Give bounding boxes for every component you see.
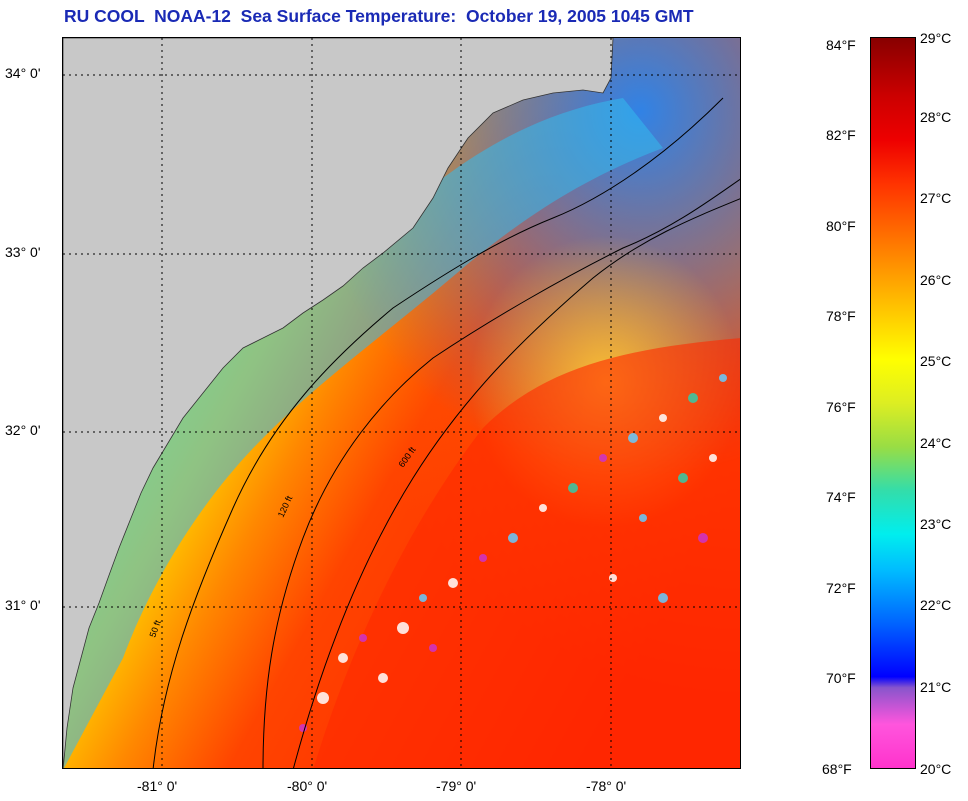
- colorbar-f-74: 74°F: [826, 489, 856, 505]
- colorbar-f-72: 72°F: [826, 580, 856, 596]
- lat-label-32: 32° 0': [5, 422, 41, 438]
- colorbar-f-70: 70°F: [826, 670, 856, 686]
- map-title: RU COOL NOAA-12 Sea Surface Temperature:…: [64, 6, 694, 26]
- colorbar-c-22: 22°C: [920, 597, 952, 613]
- colorbar-c-25: 25°C: [920, 353, 952, 369]
- colorbar-c-29: 29°C: [920, 30, 952, 46]
- cloud-speckles: [299, 374, 727, 732]
- colorbar-f-84: 84°F: [826, 37, 856, 53]
- lon-label-80: -80° 0': [287, 778, 328, 794]
- lat-label-34: 34° 0': [5, 65, 41, 81]
- lon-label-78: -78° 0': [586, 778, 627, 794]
- cold-coastal-band: [63, 98, 663, 768]
- colorbar-c-20: 20°C: [920, 761, 952, 777]
- colorbar-c-28: 28°C: [920, 109, 952, 125]
- colorbar-f-68: 68°F: [822, 761, 852, 777]
- colorbar-c-26: 26°C: [920, 272, 952, 288]
- colorbar-c-24: 24°C: [920, 435, 952, 451]
- lon-label-81: -81° 0': [137, 778, 178, 794]
- bathymetry-contours: [152, 97, 740, 768]
- land-mass: [63, 38, 614, 768]
- colorbar-c-23: 23°C: [920, 516, 952, 532]
- colorbar-f-82: 82°F: [826, 127, 856, 143]
- lon-label-79: -79° 0': [436, 778, 477, 794]
- lat-label-31: 31° 0': [5, 597, 41, 613]
- colorbar-c-27: 27°C: [920, 190, 952, 206]
- grid-lines: [63, 38, 740, 768]
- colorbar-f-78: 78°F: [826, 308, 856, 324]
- colorbar-c-21: 21°C: [920, 679, 952, 695]
- lat-label-33: 33° 0': [5, 244, 41, 260]
- colorbar-f-80: 80°F: [826, 218, 856, 234]
- temperature-colorbar: [870, 37, 916, 769]
- gulf-stream: [313, 338, 740, 768]
- colorbar-f-76: 76°F: [826, 399, 856, 415]
- sst-map[interactable]: 50 ft 120 ft 600 ft: [62, 37, 741, 769]
